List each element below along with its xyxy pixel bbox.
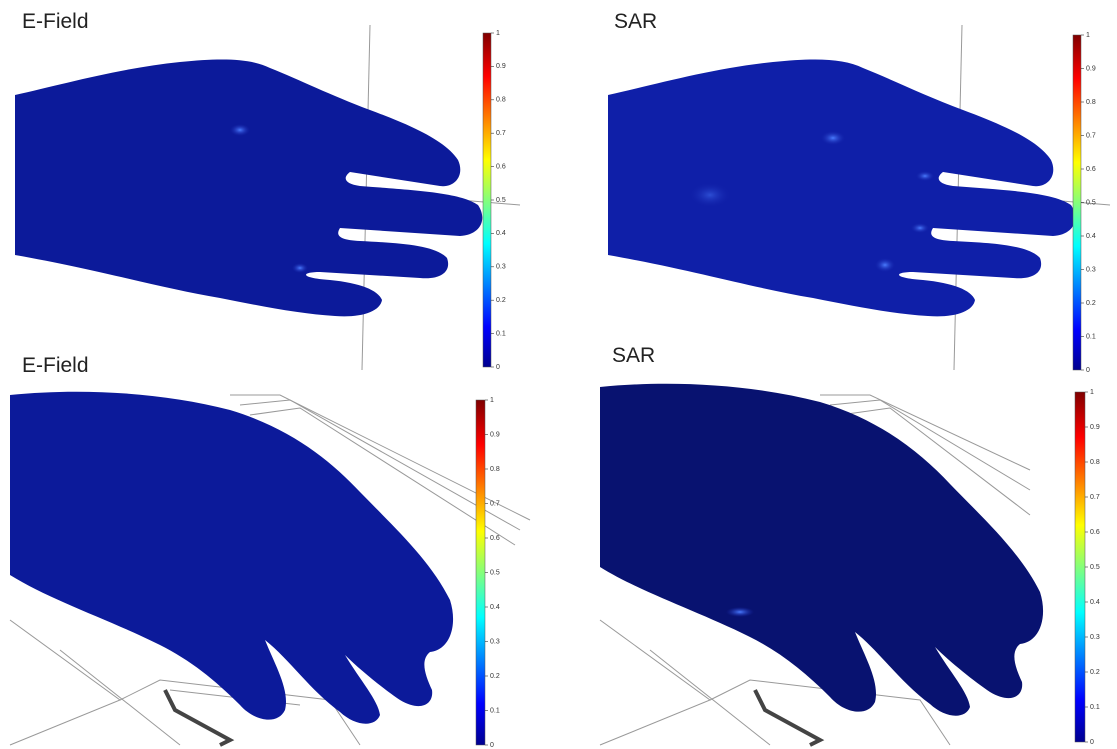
colorbar-tick-label: 0.5 xyxy=(1086,199,1096,206)
colorbar xyxy=(483,33,491,367)
colorbar-tick-label: 0.4 xyxy=(496,230,506,237)
colorbar-tick-label: 0.4 xyxy=(1086,233,1096,240)
colorbar-tick-label: 0.7 xyxy=(496,130,506,137)
colorbar-tick-label: 0.1 xyxy=(490,707,500,714)
colorbar-tick-label: 0 xyxy=(1090,739,1094,746)
hotspot xyxy=(690,183,730,207)
colorbar-tick-label: 0.9 xyxy=(490,431,500,438)
colorbar-tick-label: 0.2 xyxy=(1090,669,1100,676)
coil xyxy=(165,690,230,745)
panel-title: SAR xyxy=(612,344,655,367)
panel-e-field-bottom: E-Field xyxy=(10,354,530,745)
colorbar-tick-label: 0.8 xyxy=(1086,99,1096,106)
colorbar-tick-label: 0.1 xyxy=(1086,333,1096,340)
colorbar xyxy=(1073,35,1081,370)
hotspot xyxy=(875,258,895,272)
colorbar-tick-label: 0.1 xyxy=(496,330,506,337)
colorbar-tick-label: 1 xyxy=(1086,32,1090,39)
hand-field xyxy=(600,384,1043,716)
colorbar-tick-label: 0.7 xyxy=(1090,494,1100,501)
colorbar-tick-label: 0.2 xyxy=(496,297,506,304)
hotspot xyxy=(726,607,754,617)
hotspot xyxy=(916,171,934,181)
hotspot xyxy=(821,131,845,145)
colorbar-tick-label: 0.9 xyxy=(1090,424,1100,431)
colorbar-tick-label: 0.2 xyxy=(1086,300,1096,307)
colorbar-tick-label: 0.3 xyxy=(490,638,500,645)
colorbar-tick-label: 1 xyxy=(490,397,494,404)
hotspot xyxy=(911,223,929,233)
colorbar-tick-label: 0.9 xyxy=(1086,65,1096,72)
colorbar-tick-label: 0 xyxy=(496,364,500,371)
colorbar-tick-label: 0.6 xyxy=(496,163,506,170)
colorbar-tick-label: 0.9 xyxy=(496,63,506,70)
colorbar-tick-label: 0.3 xyxy=(496,264,506,271)
colorbar-tick-label: 0.7 xyxy=(1086,132,1096,139)
colorbar-tick-label: 0.7 xyxy=(490,500,500,507)
colorbar-tick-label: 0 xyxy=(490,742,494,749)
hotspot xyxy=(230,124,250,136)
colorbar-tick-label: 1 xyxy=(496,30,500,37)
colorbar-tick-label: 0.4 xyxy=(490,604,500,611)
hand-field xyxy=(10,392,453,724)
colorbar-tick-label: 0.6 xyxy=(1086,166,1096,173)
colorbar-tick-label: 0.1 xyxy=(1090,704,1100,711)
panel-sar-top: SAR xyxy=(608,10,1110,370)
colorbar-tick-label: 0.4 xyxy=(1090,599,1100,606)
colorbar-tick-label: 0.5 xyxy=(496,197,506,204)
hotspot xyxy=(292,263,308,273)
colorbar-tick-label: 1 xyxy=(1090,389,1094,396)
colorbar-tick-label: 0.5 xyxy=(1090,564,1100,571)
colorbar-tick-label: 0.8 xyxy=(490,466,500,473)
figure: E-Field SAR E-Field SAR 0 0.1 0.2 xyxy=(0,0,1117,749)
hand-field xyxy=(608,60,1075,317)
panel-title: SAR xyxy=(614,10,657,33)
colorbar-tick-label: 0.5 xyxy=(490,569,500,576)
coil xyxy=(755,690,820,745)
colorbar-tick-label: 0.6 xyxy=(490,535,500,542)
colorbar-tick-label: 0.3 xyxy=(1090,634,1100,641)
colorbar-tick-label: 0.8 xyxy=(496,97,506,104)
hand-field xyxy=(15,60,482,317)
colorbar-tick-label: 0 xyxy=(1086,367,1090,374)
panel-e-field-top: E-Field xyxy=(15,10,520,370)
colorbar-tick-label: 0.3 xyxy=(1086,266,1096,273)
panel-sar-bottom: SAR xyxy=(600,344,1043,745)
colorbar-tick-label: 0.8 xyxy=(1090,459,1100,466)
colorbar-tick-label: 0.2 xyxy=(490,673,500,680)
colorbar xyxy=(1075,392,1085,742)
colorbar xyxy=(476,400,485,745)
colorbar-tick-label: 0.6 xyxy=(1090,529,1100,536)
panel-title: E-Field xyxy=(22,354,89,377)
panel-title: E-Field xyxy=(22,10,89,33)
